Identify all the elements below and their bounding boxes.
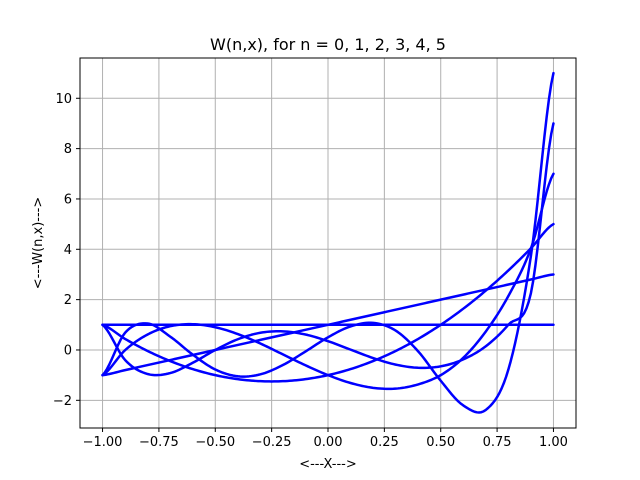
x-tick-label: −1.00	[83, 435, 123, 450]
x-tick-label: 0.50	[426, 435, 455, 450]
x-tick-label: 1.00	[539, 435, 568, 450]
y-tick-label: 2	[64, 293, 72, 308]
y-tick-label: 4	[64, 243, 72, 258]
x-tick-label: 0.00	[314, 435, 343, 450]
grid	[80, 58, 576, 428]
y-tick-label: 6	[64, 192, 72, 207]
y-tick-label: 0	[64, 343, 72, 358]
x-tick-label: −0.25	[252, 435, 292, 450]
y-axis-label: <---W(n,x)--->	[31, 197, 46, 289]
x-tick-label: −0.75	[139, 435, 179, 450]
x-tick-label: 0.75	[483, 435, 512, 450]
x-tick-label: −0.50	[195, 435, 235, 450]
series-line-5	[101, 71, 555, 414]
x-axis-label: <---X--->	[299, 457, 357, 472]
series-line-3	[101, 172, 555, 391]
y-tick-label: 10	[55, 92, 72, 107]
ticks: −1.00 −0.75 −0.50 −0.25 0.00 0.25 0.50 0.75 1.00…	[53, 92, 568, 450]
series-line-4	[101, 122, 555, 377]
series-line-1	[101, 273, 555, 377]
x-tick-label: 0.25	[370, 435, 399, 450]
chart-title: W(n,x), for n = 0, 1, 2, 3, 4, 5	[210, 35, 446, 54]
y-tick-label: −2	[53, 394, 72, 409]
series-layer	[101, 71, 555, 414]
y-tick-label: 8	[64, 142, 72, 157]
